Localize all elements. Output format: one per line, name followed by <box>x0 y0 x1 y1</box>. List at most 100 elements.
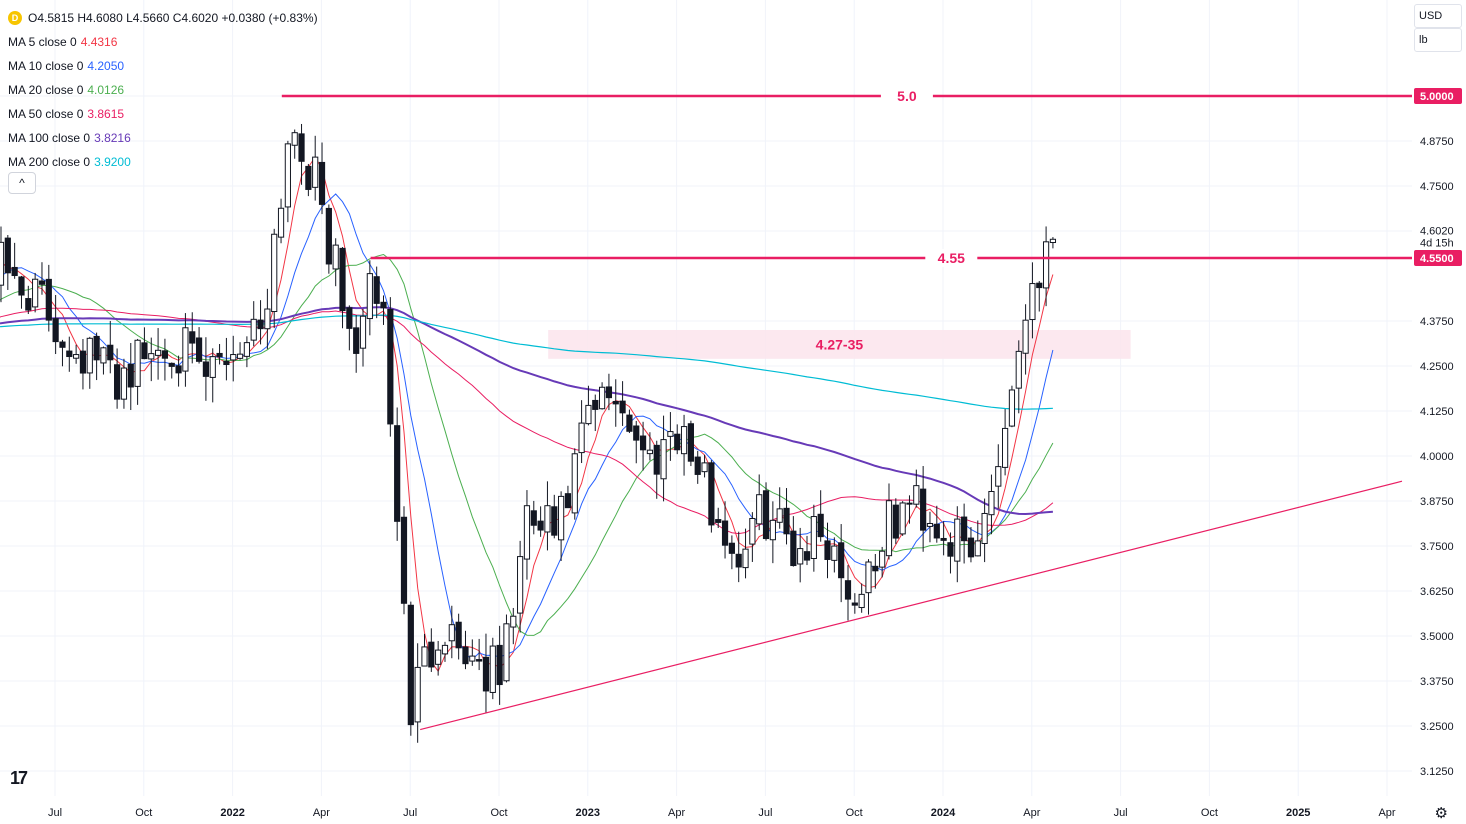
unit-selector[interactable]: lb <box>1414 28 1462 52</box>
ma-line <box>0 193 1054 661</box>
candle <box>407 604 414 726</box>
level-price-tag-label: 4.5500 <box>1420 253 1454 265</box>
candle <box>100 347 107 364</box>
ma-label: MA 20 close 0 <box>8 83 84 97</box>
candle <box>318 161 326 205</box>
price-axis[interactable]: 5.00004.87504.75004.62504.37504.25004.12… <box>1412 0 1466 824</box>
candle <box>250 318 257 341</box>
ma-label: MA 100 close 0 <box>8 131 91 145</box>
candle <box>353 327 360 354</box>
candle <box>954 518 961 562</box>
candle <box>18 276 25 296</box>
candle <box>899 502 906 535</box>
candle <box>605 386 613 399</box>
candle <box>585 404 592 425</box>
candle <box>503 623 510 682</box>
candle <box>646 449 654 455</box>
level-price-tag[interactable] <box>1414 88 1462 104</box>
candle <box>762 490 770 540</box>
zone-rect <box>548 330 1131 359</box>
support-trendline[interactable] <box>420 480 1403 731</box>
ma-legend-row[interactable]: MA 200 close 0 3.9200 <box>8 150 318 174</box>
candle <box>400 516 408 604</box>
candle <box>441 644 449 655</box>
candle <box>872 565 879 572</box>
candle <box>803 551 811 561</box>
ma-legend-row[interactable]: MA 50 close 0 3.8615 <box>8 102 318 126</box>
tradingview-logo[interactable]: 17 <box>10 768 28 788</box>
candle <box>45 278 52 321</box>
price-axis-bg <box>1412 0 1466 824</box>
ohlc-values: O4.5815 H4.6080 L4.5660 C4.6020 +0.0380 … <box>28 11 318 25</box>
candle <box>674 433 681 451</box>
candle <box>687 423 694 462</box>
ma-legend-row[interactable]: MA 5 close 0 4.4316 <box>8 30 318 54</box>
level-lines[interactable]: 5.0 4.55 <box>281 87 1412 267</box>
candle <box>913 485 920 505</box>
candle <box>38 280 46 285</box>
price-tick-label: 4.8750 <box>1420 136 1454 148</box>
candle <box>701 462 708 473</box>
candle <box>1015 350 1022 389</box>
level-price-tag[interactable] <box>1414 250 1462 266</box>
ma-legend-row[interactable]: MA 100 close 0 3.8216 <box>8 126 318 150</box>
candle <box>373 276 380 304</box>
candle <box>11 266 18 277</box>
candle <box>380 301 387 309</box>
candle <box>1002 427 1009 468</box>
time-tick-label: Jul <box>758 807 772 819</box>
candle <box>715 519 722 523</box>
ma-line <box>0 253 1054 636</box>
collapse-legend-button[interactable]: ^ <box>8 172 36 194</box>
candle <box>940 537 947 541</box>
candle <box>4 237 11 274</box>
candle <box>633 425 640 441</box>
candle <box>216 352 223 358</box>
candle <box>523 505 531 560</box>
time-tick-label: Apr <box>313 807 330 819</box>
candle <box>455 621 462 649</box>
candle <box>776 508 783 523</box>
level-label-bg <box>880 87 933 105</box>
candle <box>435 649 442 665</box>
candle <box>448 624 455 642</box>
candle <box>551 506 558 536</box>
candle <box>558 495 565 541</box>
zone-label: 4.27-35 <box>816 336 864 352</box>
candle <box>564 493 572 509</box>
ma-value: 3.9200 <box>94 155 131 169</box>
settings-gear-icon[interactable]: ⚙ <box>1434 805 1448 822</box>
candle <box>865 561 872 594</box>
candle <box>967 537 975 558</box>
candle <box>749 517 756 545</box>
candle <box>476 659 483 662</box>
candle <box>851 602 858 606</box>
current-price-tag <box>1414 223 1462 250</box>
candle <box>1022 319 1029 354</box>
candle <box>73 354 80 359</box>
ma-label: MA 50 close 0 <box>8 107 84 121</box>
time-tick-label: Oct <box>135 807 152 819</box>
candle <box>66 350 73 358</box>
candle <box>598 386 606 410</box>
trendline-group[interactable] <box>420 480 1403 731</box>
symbol-badge[interactable]: D <box>8 11 22 25</box>
candle <box>195 337 203 362</box>
candle <box>236 353 244 359</box>
ma-legend-row[interactable]: MA 20 close 0 4.0126 <box>8 78 318 102</box>
candle <box>305 165 312 190</box>
candle <box>277 207 285 238</box>
ma-legend-row[interactable]: MA 10 close 0 4.2050 <box>8 54 318 78</box>
candle <box>209 356 216 378</box>
candle <box>667 431 674 437</box>
candle <box>332 244 339 270</box>
candle <box>52 318 59 343</box>
ohlc-row: D O4.5815 H4.6080 L4.5660 C4.6020 +0.038… <box>8 6 318 30</box>
candle <box>510 615 517 628</box>
candle <box>114 364 121 400</box>
candle <box>974 540 981 557</box>
currency-selector[interactable]: USD <box>1414 4 1462 28</box>
candle <box>694 456 701 475</box>
time-axis[interactable]: Jul Oct 2022 Apr Jul Oct 2023 Apr Jul Oct 2024 Apr J… <box>0 796 1412 824</box>
